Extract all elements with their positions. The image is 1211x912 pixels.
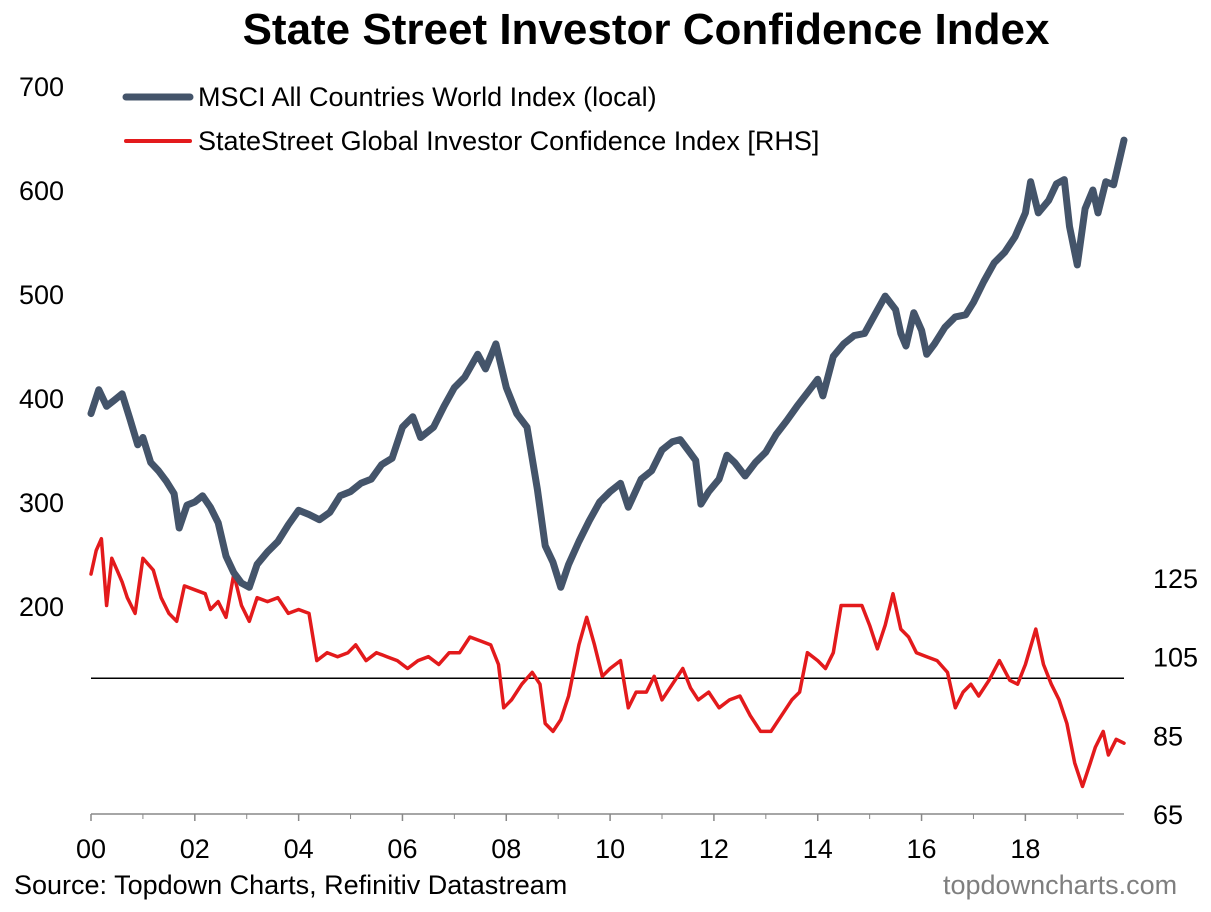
y-right-tick-label: 85 [1153,721,1183,751]
x-tick-label: 16 [907,834,937,864]
x-tick-label: 08 [491,834,521,864]
x-tick-label: 02 [180,834,210,864]
y-right-tick-label: 125 [1153,564,1198,594]
y-left-tick-label: 300 [19,488,64,518]
source-note: Source: Topdown Charts, Refinitiv Datast… [14,870,568,900]
tick-labels: 00 02 04 06 08 10 12 14 16 18 200 300 400 500 600 700 65… [19,72,1198,864]
legend-label-msci: MSCI All Countries World Index (local) [198,82,657,112]
x-tick-label: 06 [387,834,417,864]
y-left-tick-label: 600 [19,176,64,206]
x-tick-label: 18 [1010,834,1040,864]
y-left-tick-label: 700 [19,72,64,102]
x-tick-label: 14 [803,834,833,864]
plot-area [87,136,1128,789]
axes [90,813,1124,821]
x-tick-label: 00 [76,834,106,864]
legend: MSCI All Countries World Index (local) S… [122,82,819,156]
x-tick-label: 04 [284,834,314,864]
y-right-tick-label: 65 [1153,800,1183,830]
brand-watermark: topdowncharts.com [943,870,1178,900]
series-line-msci [87,136,1128,591]
y-right-tick-label: 105 [1153,643,1198,673]
series-line-confidence [89,536,1126,789]
x-tick-label: 10 [595,834,625,864]
x-tick-label: 12 [699,834,729,864]
y-left-tick-label: 400 [19,384,64,414]
chart-title: State Street Investor Confidence Index [243,5,1050,54]
y-left-tick-label: 200 [19,592,64,622]
legend-label-confidence: StateStreet Global Investor Confidence I… [198,126,819,156]
y-left-tick-label: 500 [19,280,64,310]
